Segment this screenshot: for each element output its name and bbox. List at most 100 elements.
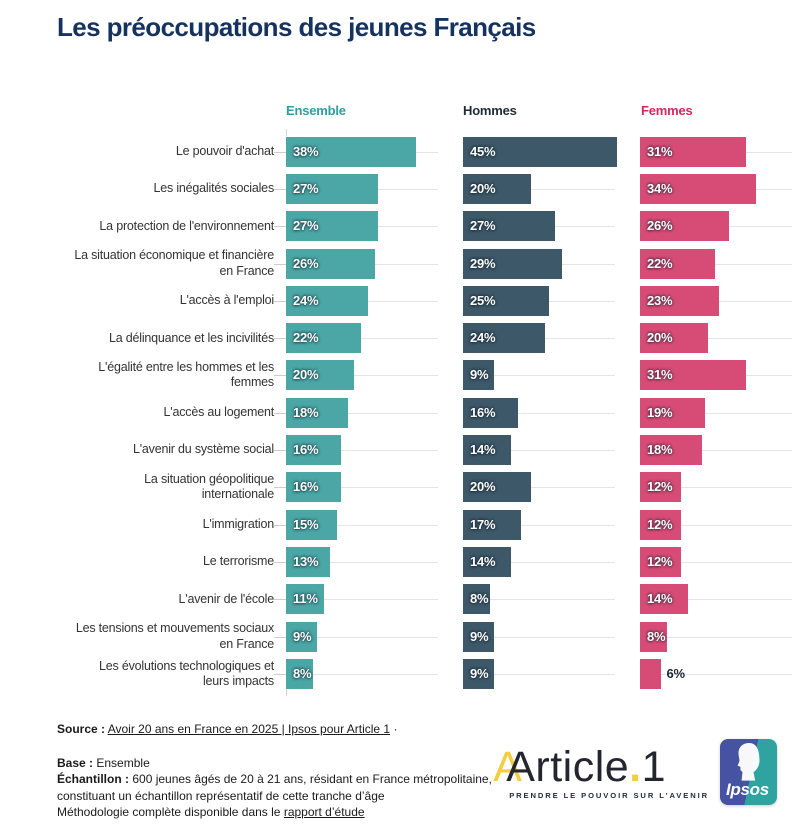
panel-hommes: 25%	[463, 285, 617, 316]
base-label: Base :	[57, 755, 94, 770]
row-gridline	[640, 673, 792, 675]
value-label: 25%	[470, 292, 496, 308]
value-label: 18%	[647, 442, 673, 458]
row-gridline	[463, 636, 615, 638]
bar-hommes: 29%	[463, 248, 563, 279]
footnotes: Source : Avoir 20 ans en France en 2025 …	[57, 721, 492, 821]
methodology-line: Méthodologie complète disponible dans le…	[57, 804, 492, 821]
panel-hommes: 27%	[463, 211, 617, 242]
panel-femmes: 12%	[640, 472, 794, 503]
row-gridline	[286, 599, 438, 601]
row-gridline	[640, 338, 792, 340]
panel-femmes: 22%	[640, 248, 794, 279]
bar-ensemble: 16%	[286, 472, 341, 503]
bar-ensemble: 8%	[286, 658, 314, 689]
panel-ensemble: 38%	[286, 136, 440, 167]
axis-tick	[274, 450, 286, 452]
axis-tick	[274, 226, 286, 228]
source-link[interactable]: Avoir 20 ans en France en 2025 | Ipsos p…	[107, 722, 391, 736]
row-gridline	[640, 524, 792, 526]
row-gridline	[640, 263, 792, 265]
panel-hommes: 9%	[463, 621, 617, 652]
panel-ensemble: 20%	[286, 360, 440, 391]
value-label: 12%	[647, 553, 673, 569]
value-label: 26%	[647, 218, 673, 234]
chart-row: Les évolutions technologiques et leurs i…	[34, 655, 795, 692]
category-label: Les évolutions technologiques et leurs i…	[99, 658, 274, 688]
panel-ensemble: 13%	[286, 546, 440, 577]
value-label: 17%	[470, 516, 496, 532]
panel-femmes: 8%	[640, 621, 794, 652]
panel-hommes: 14%	[463, 546, 617, 577]
panel-hommes: 14%	[463, 435, 617, 466]
category-label: Le pouvoir d'achat	[175, 144, 274, 159]
ipsos-face-icon	[737, 743, 760, 781]
bar-hommes: 9%	[463, 360, 494, 391]
value-label: 27%	[293, 180, 319, 196]
methodology-text: Méthodologie complète disponible dans le	[57, 805, 281, 819]
row-gridline	[640, 561, 792, 563]
row-gridline	[286, 673, 438, 675]
value-label: 14%	[470, 442, 496, 458]
panel-ensemble: 16%	[286, 435, 440, 466]
value-label: 9%	[470, 628, 489, 644]
value-label: 27%	[470, 218, 496, 234]
bar-femmes: 22%	[640, 248, 716, 279]
panel-femmes: 12%	[640, 509, 794, 540]
row-gridline	[286, 487, 438, 489]
row-gridline	[463, 599, 615, 601]
panel-ensemble: 27%	[286, 173, 440, 204]
row-gridline	[286, 375, 438, 377]
axis-tick	[274, 561, 286, 563]
category-label: La délinquance et les incivilités	[108, 330, 274, 345]
bar-ensemble: 22%	[286, 323, 362, 354]
bar-femmes: 8%	[640, 621, 668, 652]
panel-hommes: 45%	[463, 136, 617, 167]
source-label: Source :	[57, 722, 106, 736]
row-gridline	[286, 561, 438, 563]
article1-tagline: PRENDRE LE POUVOIR SUR L'AVENIR	[509, 791, 709, 800]
bar-ensemble: 20%	[286, 360, 355, 391]
value-label: 45%	[470, 143, 496, 159]
page-title: Les préoccupations des jeunes Français	[57, 12, 536, 42]
chart-row: Les inégalités sociales 27% 20% 34%	[34, 170, 795, 207]
value-label: 23%	[647, 292, 673, 308]
category-label: L'avenir du système social	[132, 442, 274, 457]
panel-femmes: 20%	[640, 323, 794, 354]
chart-row: L'accès à l'emploi 24% 25% 23%	[34, 282, 795, 319]
series-headers: Ensemble Hommes Femmes	[34, 103, 795, 121]
bar-ensemble: 9%	[286, 621, 317, 652]
bar-hommes: 24%	[463, 323, 546, 354]
bar-femmes: 26%	[640, 211, 729, 242]
bar-hommes: 20%	[463, 472, 532, 503]
value-label: 12%	[647, 479, 673, 495]
row-gridline	[463, 375, 615, 377]
value-label: 26%	[293, 255, 319, 271]
category-label: La situation économique et financière en…	[74, 248, 274, 278]
category-label: L'avenir de l'école	[178, 591, 275, 606]
chart-row: La situation économique et financière en…	[34, 245, 795, 282]
value-label: 8%	[470, 591, 489, 607]
methodology-link[interactable]: rapport d’étude	[283, 805, 365, 819]
bar-hommes: 9%	[463, 621, 494, 652]
panel-femmes: 23%	[640, 285, 794, 316]
chart-row: L'avenir du système social 16% 14% 18%	[34, 431, 795, 468]
base-line: Base : Ensemble	[57, 755, 492, 772]
axis-tick	[274, 338, 286, 340]
bar-femmes: 19%	[640, 397, 706, 428]
chart-row: L'égalité entre les hommes et les femmes…	[34, 357, 795, 394]
article1-logo: A Article.1 PRENDRE LE POUVOIR SUR L'AVEN…	[493, 743, 709, 800]
value-label: 20%	[647, 330, 673, 346]
value-label: 38%	[293, 143, 319, 159]
row-gridline	[286, 338, 438, 340]
source-line: Source : Avoir 20 ans en France en 2025 …	[57, 721, 492, 738]
category-label: L'égalité entre les hommes et les femmes	[98, 360, 274, 390]
ipsos-wordmark: Ipsos	[726, 780, 769, 799]
value-label: 34%	[647, 180, 673, 196]
bar-femmes: 12%	[640, 472, 682, 503]
value-label: 31%	[647, 143, 673, 159]
category-label: L'accès à l'emploi	[179, 293, 274, 308]
row-gridline	[286, 450, 438, 452]
bar-femmes: 31%	[640, 360, 747, 391]
value-label: 14%	[470, 553, 496, 569]
